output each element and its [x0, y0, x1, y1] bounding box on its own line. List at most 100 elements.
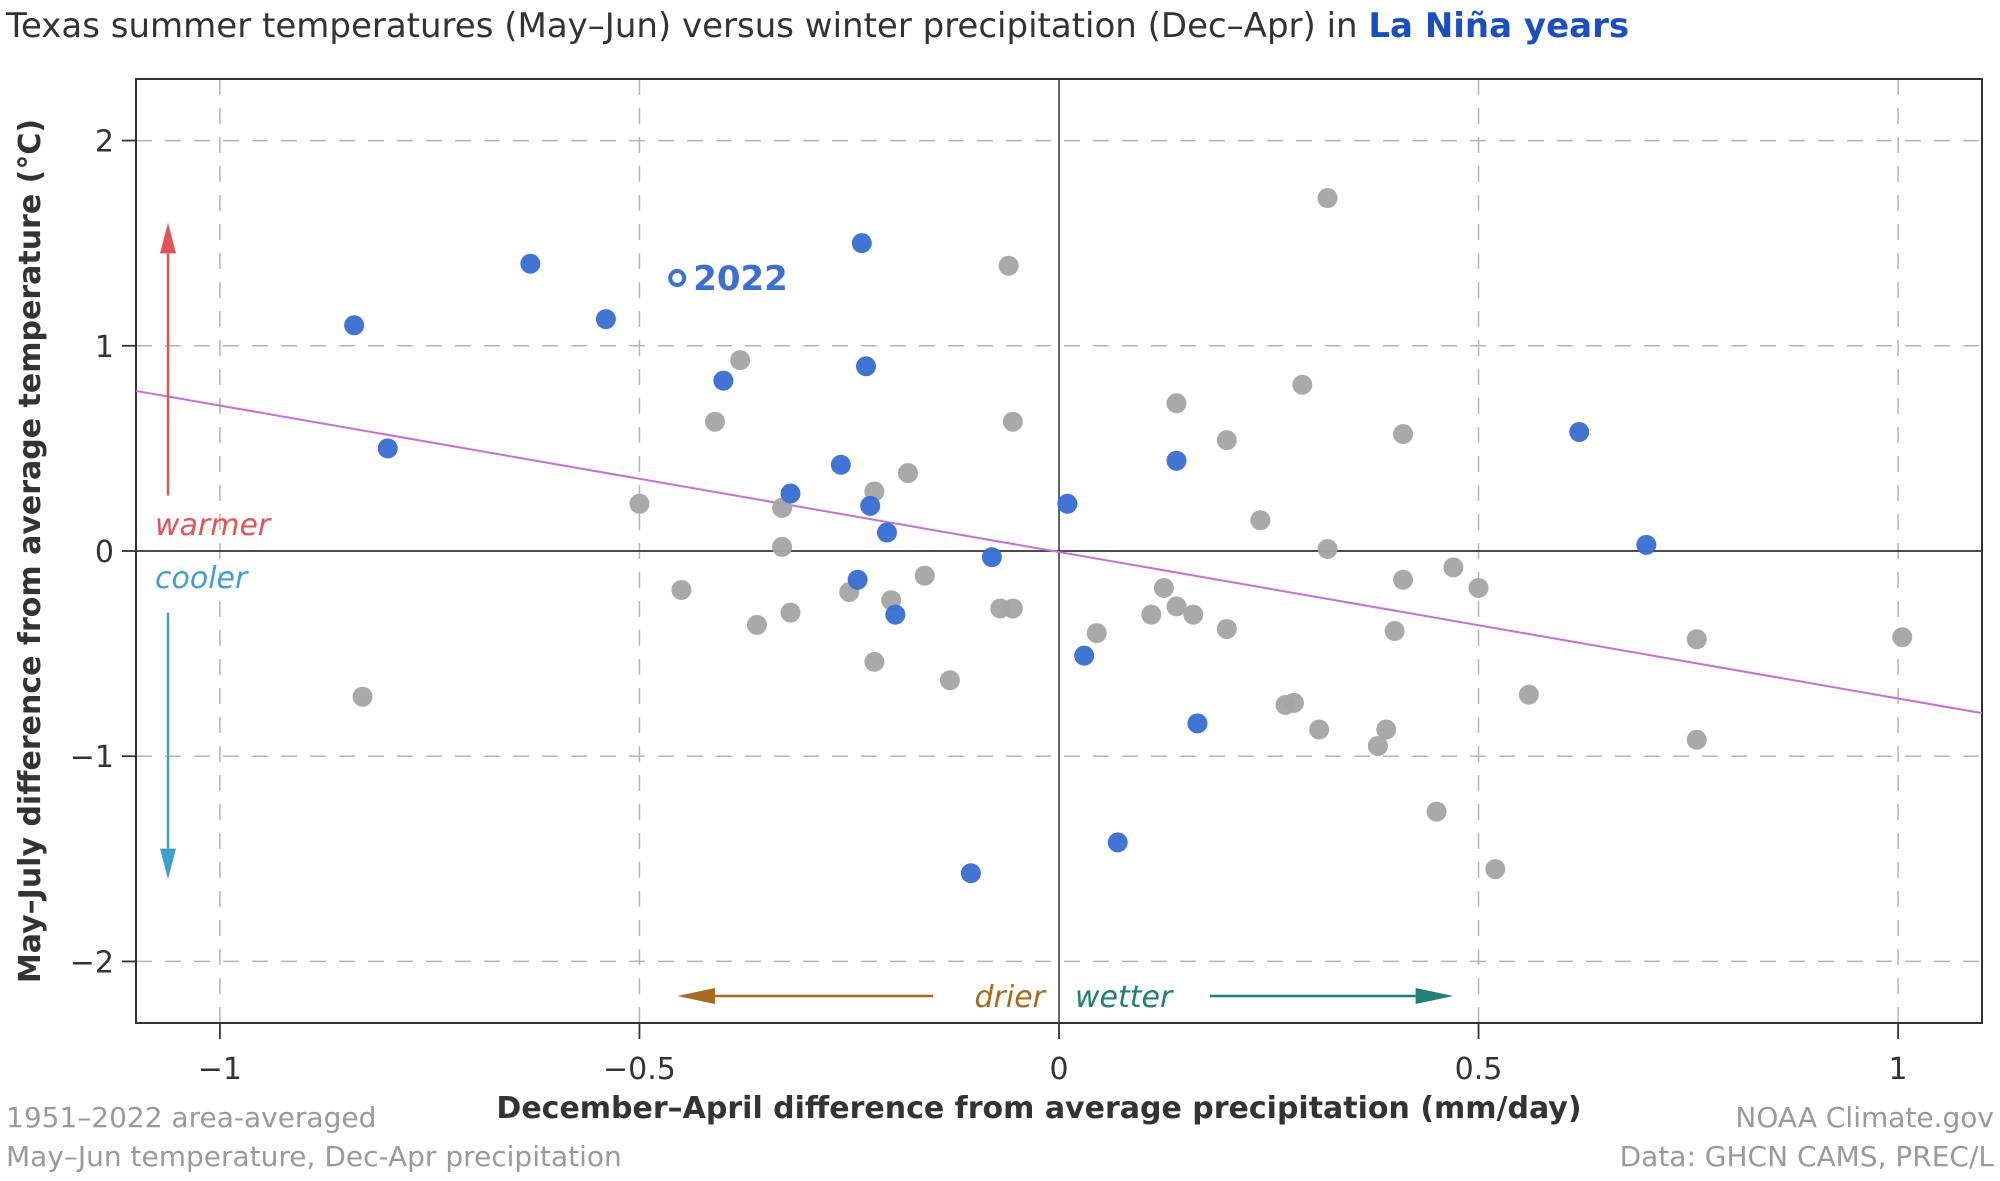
x-tick-label: −0.5: [603, 1052, 676, 1087]
point-la-nina-year: [860, 495, 881, 516]
wetter-arrowhead-icon: [1415, 988, 1454, 1004]
point-other-year: [746, 614, 767, 635]
y-tick-label: 2: [95, 125, 114, 160]
point-la-nina-year: [1074, 645, 1095, 666]
drier-arrowhead-icon: [677, 988, 715, 1004]
point-other-year: [1367, 735, 1388, 756]
highlight-2022: 2022: [668, 259, 788, 299]
point-other-year: [1292, 374, 1313, 395]
point-la-nina-year: [713, 370, 734, 391]
point-other-year: [914, 565, 935, 586]
x-tick-label: −1: [198, 1052, 242, 1087]
point-other-year: [864, 651, 885, 672]
point-other-year: [1892, 627, 1913, 648]
point-other-year: [998, 255, 1019, 276]
point-other-year: [352, 686, 373, 707]
point-la-nina-year: [981, 547, 1002, 568]
point-other-year: [1166, 596, 1187, 617]
point-la-nina-year: [520, 253, 541, 274]
point-la-nina-year: [1057, 493, 1078, 514]
point-other-year: [1443, 557, 1464, 578]
x-axis-title: December–April difference from average p…: [496, 1091, 1581, 1126]
point-other-year: [1153, 577, 1174, 598]
cooler-label: cooler: [155, 561, 249, 596]
point-la-nina-year: [780, 483, 801, 504]
point-other-year: [629, 493, 650, 514]
point-other-year: [704, 411, 725, 432]
point-la-nina-year: [1569, 421, 1590, 442]
point-other-year: [1166, 393, 1187, 414]
y-axis-title: May–July difference from average tempera…: [13, 119, 48, 983]
footer-data-source: Data: GHCN CAMS, PREC/L: [1620, 1140, 1995, 1173]
axes: [135, 78, 1983, 1024]
point-other-year: [1216, 430, 1237, 451]
point-other-year: [1485, 859, 1506, 880]
point-other-year: [1686, 729, 1707, 750]
point-la-nina-year: [377, 438, 398, 459]
point-other-year: [772, 536, 793, 557]
tick-labels: −1 −0.5 0 0.5 1 −2 −1 0 1 2: [70, 125, 1908, 1087]
y-tick-label: −1: [70, 740, 114, 775]
point-other-year: [1518, 684, 1539, 705]
point-la-nina-year: [847, 569, 868, 590]
point-other-year: [1426, 801, 1447, 822]
point-other-year: [1086, 623, 1107, 644]
point-la-nina-year: [1107, 832, 1128, 853]
point-la-nina-year: [830, 454, 851, 475]
x-tick-label: 0.5: [1455, 1052, 1503, 1087]
point-other-year: [1002, 411, 1023, 432]
chart-title: Texas summer temperatures (May–Jun) vers…: [5, 6, 1629, 46]
point-other-year: [1317, 188, 1338, 209]
point-other-year: [1002, 598, 1023, 619]
drier-label: drier: [974, 980, 1046, 1015]
y-tick-label: −2: [70, 945, 114, 980]
point-la-nina-year: [851, 233, 872, 254]
point-la-nina-year: [960, 863, 981, 884]
point-other-year: [671, 579, 692, 600]
chart-title-main: Texas summer temperatures (May–Jun) vers…: [5, 6, 1368, 46]
point-other-year: [1393, 424, 1414, 445]
year-2022-marker: [668, 269, 687, 288]
point-other-year: [730, 350, 751, 371]
point-other-year: [1384, 621, 1405, 642]
x-tick-label: 1: [1889, 1052, 1908, 1087]
point-la-nina-year: [1166, 450, 1187, 471]
point-other-year: [1309, 719, 1330, 740]
point-other-year: [1686, 629, 1707, 650]
x-tick-label: 0: [1049, 1052, 1068, 1087]
point-other-year: [897, 463, 918, 484]
trendline-layer: [135, 389, 1983, 715]
footer-left-line1: 1951–2022 area-averaged: [6, 1101, 376, 1134]
cooler-arrowhead-icon: [160, 848, 176, 880]
warmer-arrowhead-icon: [160, 222, 176, 254]
point-other-year: [1183, 604, 1204, 625]
point-la-nina-year: [885, 604, 906, 625]
data-points: [344, 188, 1913, 884]
point-other-year: [780, 602, 801, 623]
point-la-nina-year: [876, 522, 897, 543]
point-other-year: [1468, 577, 1489, 598]
footer-credit: NOAA Climate.gov: [1735, 1101, 1994, 1134]
point-other-year: [1141, 604, 1162, 625]
warmer-label: warmer: [155, 508, 272, 543]
trendline: [135, 389, 1983, 715]
wetter-label: wetter: [1075, 980, 1174, 1015]
point-other-year: [1216, 618, 1237, 639]
point-other-year: [939, 670, 960, 691]
point-la-nina-year: [1636, 534, 1657, 555]
point-la-nina-year: [856, 356, 877, 377]
point-other-year: [1376, 719, 1397, 740]
point-other-year: [1283, 692, 1304, 713]
point-other-year: [1393, 569, 1414, 590]
point-la-nina-year: [595, 309, 616, 330]
year-2022-label: 2022: [693, 259, 788, 299]
point-other-year: [1317, 538, 1338, 559]
direction-annotations: warmer cooler drier wetter: [155, 222, 1454, 1015]
chart-title-highlight: La Niña years: [1368, 6, 1629, 46]
point-la-nina-year: [344, 315, 365, 336]
y-tick-label: 1: [95, 330, 114, 365]
footer-left-line2: May–Jun temperature, Dec-Apr precipitati…: [6, 1140, 622, 1173]
point-other-year: [1250, 510, 1271, 531]
point-la-nina-year: [1187, 713, 1208, 734]
